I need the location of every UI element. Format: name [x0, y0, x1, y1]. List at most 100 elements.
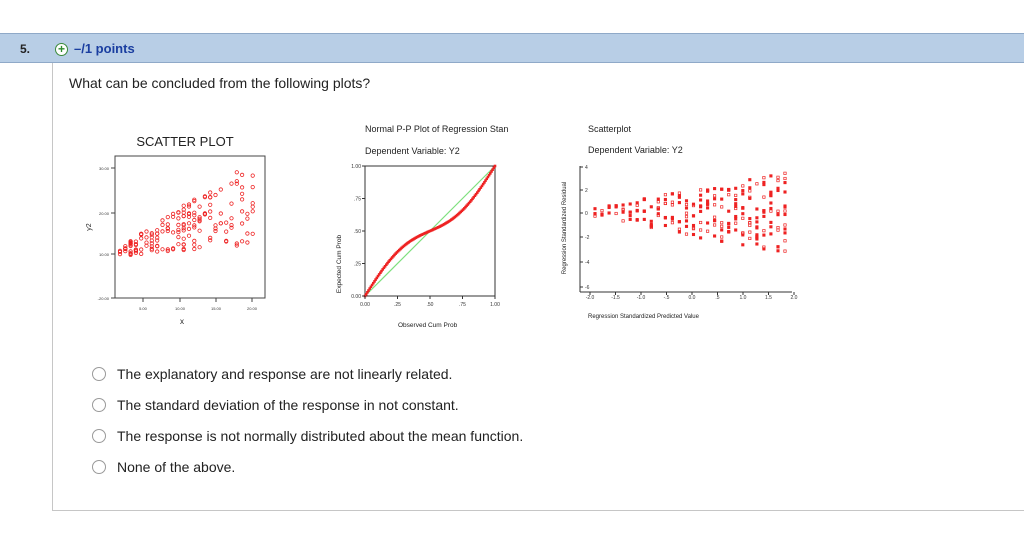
radio-button[interactable] — [92, 398, 106, 412]
resid-point — [776, 226, 780, 230]
radio-button[interactable] — [92, 367, 106, 381]
resid-point — [734, 217, 738, 221]
scatter-point — [234, 170, 239, 175]
question-body — [52, 63, 1024, 511]
resid-point — [741, 192, 745, 196]
resid-point — [642, 197, 646, 201]
scatter-point — [181, 207, 186, 212]
resid-point — [720, 197, 724, 201]
scatter-point — [240, 221, 245, 226]
scatter-point — [155, 231, 160, 236]
pp-y-tick-label: 1.00 — [351, 164, 361, 170]
scatter-point — [123, 244, 128, 249]
scatter-point — [208, 238, 213, 243]
resid-point — [741, 233, 745, 237]
pp-point — [374, 278, 377, 281]
scatter-point — [250, 231, 255, 236]
scatter-point — [171, 211, 176, 217]
resid-point — [776, 249, 780, 253]
resid-point — [607, 204, 611, 209]
resid-point — [699, 228, 703, 232]
resid-point — [741, 184, 745, 188]
resid-point — [635, 208, 639, 212]
resid-point — [748, 236, 752, 240]
resid-point — [776, 209, 780, 213]
resid-point — [783, 181, 787, 185]
resid-point — [713, 219, 717, 223]
scatter-point — [139, 236, 144, 241]
pp-point — [480, 184, 484, 188]
scatter-point — [149, 246, 154, 251]
pp-xlabel: Observed Cum Prob — [398, 322, 458, 329]
resid-point — [699, 198, 703, 202]
resid-point — [755, 207, 759, 211]
pp-point — [377, 273, 381, 276]
resid-x-ticks: -2.0 -1.5 -1.0 -.5 0.0 .5 1.0 1.5 2.0 — [586, 292, 798, 301]
pp-y-tick-label: .75 — [354, 197, 361, 203]
pp-point — [468, 200, 472, 203]
pp-point — [366, 291, 369, 294]
resid-point — [691, 232, 696, 237]
resid-point — [762, 214, 766, 218]
scatter-point — [250, 209, 255, 214]
scatter-point — [197, 218, 202, 223]
resid-y-tick-label: 2 — [585, 188, 588, 194]
scatter-point — [186, 202, 192, 207]
resid-point — [755, 235, 759, 239]
pp-x-tick-label: 1.00 — [490, 302, 500, 308]
plus-icon[interactable]: + — [55, 43, 68, 56]
scatter-y-tick-label: 30.00 — [99, 166, 110, 171]
scatter-point — [144, 229, 149, 234]
scatter-point — [218, 211, 223, 216]
scatter-point — [171, 214, 176, 219]
scatter-title: SCATTER PLOT — [136, 134, 233, 149]
scatter-point — [155, 235, 160, 240]
scatter-point — [149, 238, 154, 243]
resid-point — [677, 220, 681, 224]
resid-point — [762, 180, 766, 184]
scatter-point — [144, 235, 149, 240]
option-label: The standard deviation of the response i… — [117, 397, 459, 413]
resid-point — [769, 220, 773, 224]
resid-point — [656, 207, 660, 211]
resid-point — [748, 196, 752, 200]
resid-point — [748, 189, 752, 193]
scatter-point — [218, 187, 223, 192]
resid-point — [691, 204, 696, 208]
scatter-point — [171, 246, 176, 251]
pp-point — [368, 287, 371, 290]
radio-button[interactable] — [92, 460, 106, 474]
resid-point — [649, 205, 653, 209]
resid-x-tick-label: -1.5 — [611, 295, 620, 301]
resid-point — [699, 236, 703, 240]
pp-point — [477, 189, 480, 193]
resid-point — [720, 239, 724, 243]
resid-point — [741, 216, 745, 220]
pp-x-tick-label: .75 — [459, 302, 466, 308]
pp-x-tick-label: 0.00 — [360, 302, 370, 308]
resid-point — [769, 225, 773, 229]
resid-point — [614, 204, 618, 208]
resid-point — [755, 220, 759, 224]
scatter-point — [186, 221, 192, 226]
resid-point — [776, 175, 780, 179]
scatter-point — [155, 243, 160, 248]
pp-point — [370, 283, 374, 287]
scatter-point — [218, 221, 223, 226]
scatter-point — [160, 222, 165, 228]
scatter-point — [202, 195, 208, 200]
scatter-point — [186, 226, 192, 232]
pp-point — [486, 175, 490, 179]
scatter-point — [208, 235, 213, 241]
radio-button[interactable] — [92, 429, 106, 443]
scatter-point — [165, 228, 170, 234]
scatter-point — [245, 240, 250, 245]
scatter-x-tick-label: 15.00 — [211, 306, 222, 311]
scatter-x-ticks: 5.00 10.00 15.00 20.00 — [139, 298, 258, 311]
resid-point — [593, 212, 597, 216]
resid-point — [727, 225, 731, 229]
scatter-x-tick-label: 10.00 — [175, 306, 186, 311]
scatter-point — [149, 248, 154, 253]
resid-y-tick-label: -2 — [585, 235, 590, 241]
